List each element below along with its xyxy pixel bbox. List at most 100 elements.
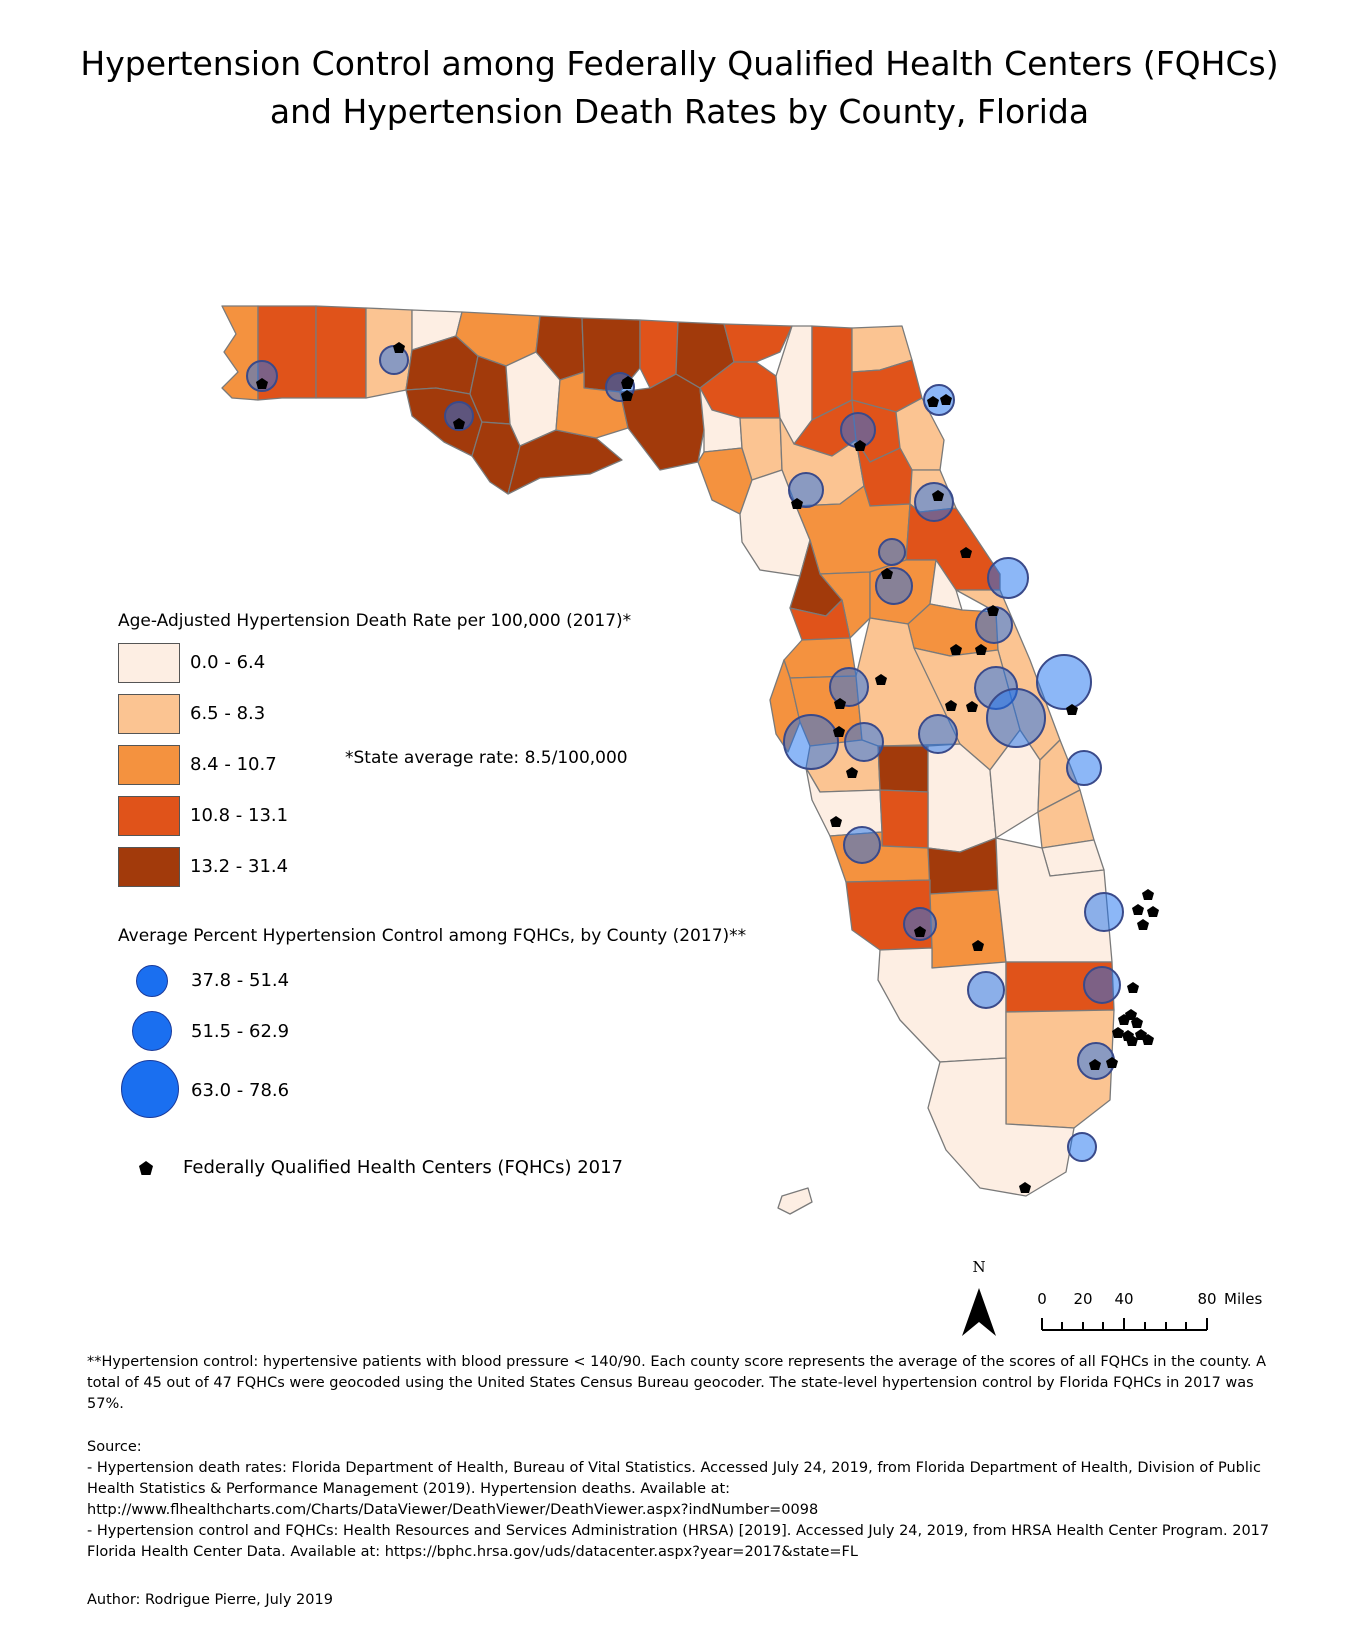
fqhc-marker-1 [393, 342, 405, 353]
fqhc-marker-12 [960, 547, 972, 558]
scale-tick-40: 40 [1114, 1290, 1133, 1308]
source-heading: Source: [87, 1439, 142, 1455]
author: Author: Rodrigue Pierre, July 2019 [87, 1592, 333, 1608]
control-bubble-18 [844, 722, 884, 762]
county-sumter [819, 571, 871, 639]
fqhc-marker-34 [1131, 1017, 1143, 1028]
north-label: N [972, 1258, 985, 1276]
county-okaloosa [315, 305, 367, 399]
north-arrow: N [962, 1258, 996, 1336]
county-hardee [877, 745, 929, 793]
control-bubble-16 [986, 688, 1046, 748]
source-block: Source: - Hypertension death rates: Flor… [87, 1437, 1287, 1563]
fqhc-marker-6 [622, 376, 634, 387]
fqhc-marker-26 [972, 940, 984, 951]
control-bubble-9 [987, 557, 1029, 599]
map-title-line-2: and Hypertension Death Rates by County, … [269, 92, 1090, 131]
control-bubble-19 [783, 714, 839, 770]
fqhc-marker-35 [1112, 1027, 1124, 1038]
label-class-4: 10.8 - 13.1 [190, 805, 289, 826]
fqhc-marker-5 [621, 390, 633, 401]
fqhc-marker-11 [932, 490, 944, 501]
fqhc-marker-8 [927, 396, 939, 407]
fqhc-marker-33 [1118, 1014, 1130, 1025]
control-bubble-20 [1066, 750, 1102, 786]
source-line-1: - Hypertension death rates: Florida Depa… [87, 1460, 1261, 1497]
fqhc-marker-20 [1066, 704, 1078, 715]
control-bubble-22 [903, 907, 937, 941]
swatch-class-1 [118, 643, 180, 683]
footnote: **Hypertension control: hypertensive pat… [87, 1352, 1287, 1415]
north-arrow-icon [962, 1288, 996, 1336]
fqhc-marker-31 [1127, 982, 1139, 993]
control-bubble-24 [967, 971, 1005, 1009]
county-monroe-mainland [927, 1057, 1075, 1197]
control-bubble-23 [1084, 892, 1124, 932]
bubble-large-swatch [121, 1060, 179, 1118]
scale-bar [1041, 1318, 1208, 1331]
county-polygons [221, 305, 1115, 1215]
bubble-medium-swatch [132, 1011, 172, 1051]
control-class-3-label: 63.0 - 78.6 [191, 1080, 290, 1101]
scale-tick-20: 20 [1073, 1290, 1092, 1308]
swatch-class-2 [118, 694, 180, 734]
fqhc-marker-18 [945, 700, 957, 711]
swatch-class-5 [118, 847, 180, 887]
fqhc-marker-42 [1089, 1059, 1101, 1070]
fqhc-marker-28 [1132, 904, 1144, 915]
county-hamilton [723, 323, 793, 363]
scale-tick-80: 80 [1197, 1290, 1216, 1308]
control-bubble-3 [444, 401, 474, 431]
control-class-1-label: 37.8 - 51.4 [191, 970, 290, 991]
scale-tick-0: 0 [1037, 1290, 1047, 1308]
control-bubble-17 [918, 714, 958, 754]
fqhc-marker-39 [1126, 1035, 1138, 1046]
fqhc-marker-41 [1019, 1182, 1031, 1193]
swatch-class-4 [118, 796, 180, 836]
control-legend-title: Average Percent Hypertension Control amo… [118, 926, 747, 946]
label-class-2: 6.5 - 8.3 [190, 703, 266, 724]
map-title-line-1: Hypertension Control among Federally Qua… [80, 44, 1279, 83]
control-bubble-1 [246, 360, 278, 392]
control-class-2-label: 51.5 - 62.9 [191, 1021, 290, 1042]
fqhc-marker-7 [854, 440, 866, 451]
control-bubble-12 [878, 538, 906, 566]
source-line-3: - Hypertension control and FQHCs: Health… [87, 1523, 1270, 1560]
fqhc-marker-29 [1147, 906, 1159, 917]
county-hendry [929, 889, 1007, 969]
control-bubble-27 [1067, 1132, 1097, 1162]
scale-labels: 0 20 40 80 Miles [1037, 1290, 1262, 1308]
map-title: Hypertension Control among Federally Qua… [0, 40, 1359, 136]
label-class-1: 0.0 - 6.4 [190, 652, 266, 673]
county-desoto [879, 789, 929, 849]
fqhc-marker-2 [256, 378, 268, 389]
fqhc-legend-marker [139, 1161, 153, 1175]
fqhc-marker-24 [830, 816, 842, 827]
fqhc-marker-9 [940, 394, 952, 405]
control-bubble-21 [843, 826, 881, 864]
label-class-5: 13.2 - 31.4 [190, 856, 289, 877]
control-bubble-7 [914, 482, 954, 522]
fqhc-marker-22 [833, 726, 845, 737]
fqhc-marker-38 [1142, 1034, 1154, 1045]
fqhc-marker-27 [1142, 889, 1154, 900]
control-bubble-13 [829, 667, 869, 707]
control-bubble-25 [1083, 966, 1121, 1004]
swatch-class-3 [118, 745, 180, 785]
death-rate-legend-title: Age-Adjusted Hypertension Death Rate per… [118, 611, 632, 631]
footnote-text: **Hypertension control: hypertensive pat… [87, 1354, 1267, 1412]
fqhc-marker-16 [950, 644, 962, 655]
fqhc-marker-13 [987, 605, 999, 616]
fqhc-marker-17 [975, 644, 987, 655]
fqhc-marker-19 [966, 701, 978, 712]
fqhc-marker-21 [834, 698, 846, 709]
fqhc-marker-14 [881, 568, 893, 579]
fqhc-markers [256, 342, 1159, 1193]
fqhc-marker-30 [1137, 919, 1149, 930]
bubble-small-swatch [136, 965, 168, 997]
fqhc-marker-3 [453, 418, 465, 429]
fqhc-marker-15 [875, 674, 887, 685]
scale-unit: Miles [1224, 1290, 1263, 1308]
fqhc-legend-label: Federally Qualified Health Centers (FQHC… [183, 1157, 624, 1178]
county-hernando [789, 599, 851, 641]
